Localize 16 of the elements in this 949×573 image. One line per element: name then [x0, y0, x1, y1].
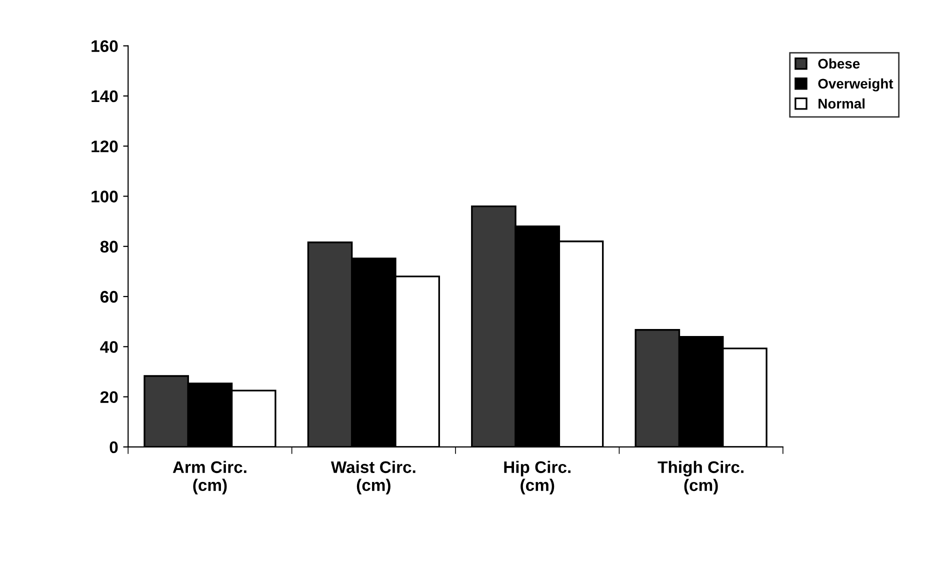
y-tick-label: 40 [100, 341, 118, 353]
y-tick-label: 20 [100, 391, 118, 404]
legend-label: Obese [818, 58, 860, 69]
y-tick-label: 120 [92, 140, 118, 152]
y-tick-label: 0 [110, 441, 118, 454]
legend-label: Overweight [818, 78, 894, 92]
y-tick-label: 100 [92, 190, 118, 202]
x-tick-label: Arm Circ. (cm) [172, 460, 246, 494]
y-tick-label: 60 [100, 290, 118, 303]
y-tick-label: 160 [92, 40, 118, 52]
y-tick-label: 140 [92, 90, 118, 102]
x-tick-label: Waist Circ. (cm) [330, 460, 416, 494]
legend-label: Normal [818, 98, 865, 109]
x-tick-label: Thigh Circ. (cm) [658, 460, 744, 494]
y-tick-label: 80 [100, 240, 118, 253]
x-tick-label: Hip Circ. (cm) [504, 460, 570, 494]
